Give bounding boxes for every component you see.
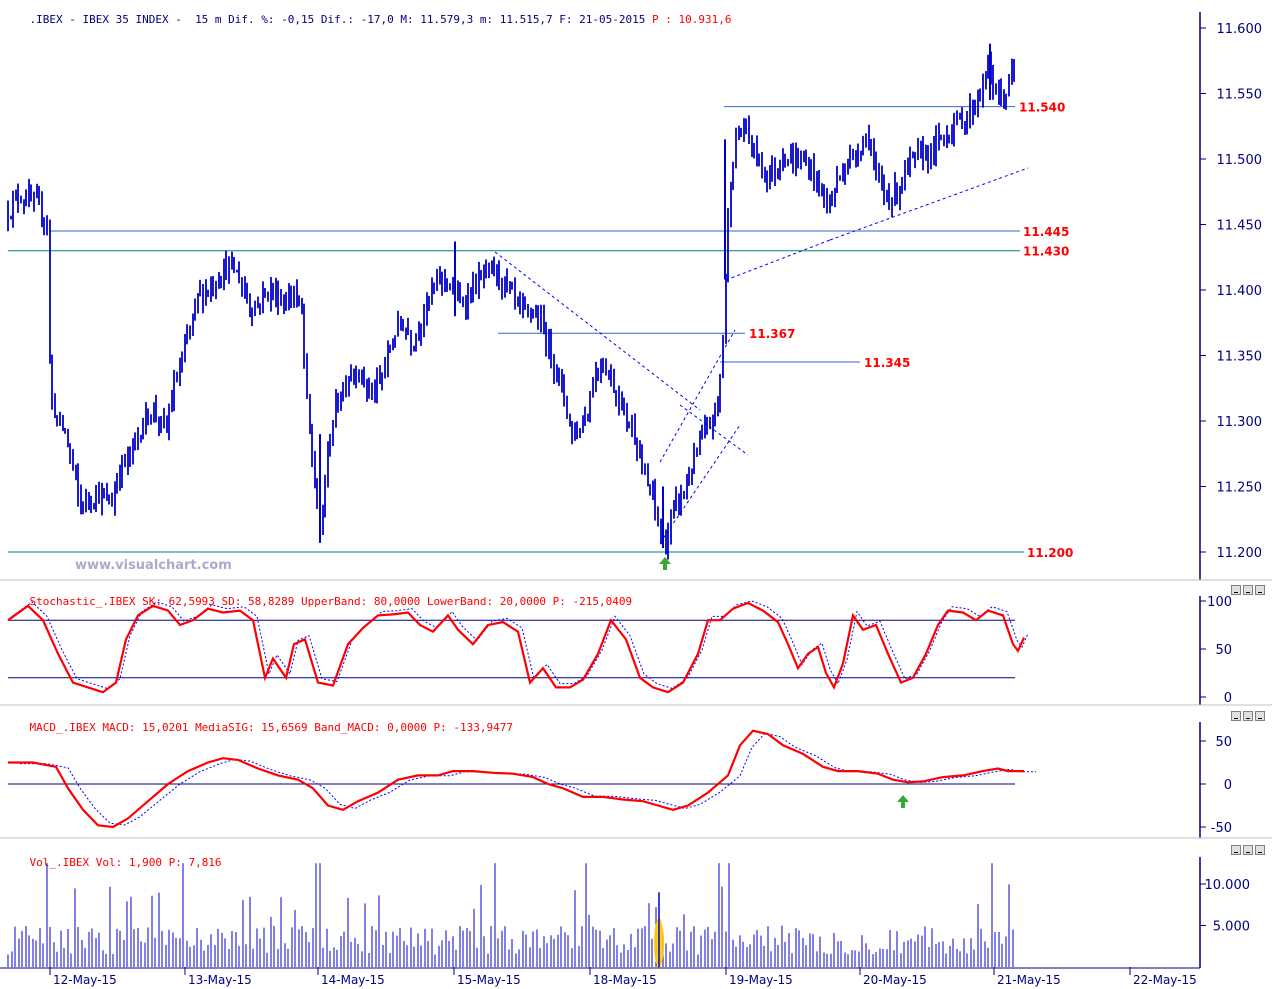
y-tick-label: 100 — [1207, 595, 1232, 610]
stochastic-pane: 100 50 0 — [7, 595, 1232, 706]
x-tick-label: 12-May-15 — [53, 973, 117, 987]
minimize-button[interactable] — [1231, 585, 1241, 595]
trend-line — [725, 239, 831, 281]
trend-line — [679, 404, 749, 456]
up-arrow-icon — [897, 795, 909, 808]
level-label: 11.367 — [749, 327, 795, 341]
y-tick-label: 11.550 — [1217, 88, 1263, 103]
pane-frames — [0, 12, 1272, 969]
level-label: 11.540 — [1019, 101, 1065, 115]
x-tick-label: 19-May-15 — [729, 973, 793, 987]
macd-pane: 50 0 -50 — [8, 729, 1232, 836]
vol-header-text: Vol_.IBEX Vol: 1,900 — [29, 856, 162, 869]
watermark: www.visualchart.com — [75, 558, 232, 573]
volume-pane: 10.000 5.000 12-May-15 13-May-15 14-May-15 15… — [7, 863, 1251, 987]
stoch-header: Stochastic_.IBEX SK: 62,5993 SD: 58,8289… — [3, 582, 633, 621]
restore-button[interactable] — [1243, 845, 1253, 855]
y-tick-label: 11.200 — [1217, 546, 1263, 561]
y-tick-label: 11.350 — [1217, 350, 1263, 365]
close-button[interactable] — [1255, 711, 1265, 721]
main-header: .IBEX - IBEX 35 INDEX - 15 m Dif. %: -0,… — [3, 0, 732, 39]
minimize-button[interactable] — [1231, 845, 1241, 855]
minimize-button[interactable] — [1231, 711, 1241, 721]
macd-line — [8, 729, 1024, 829]
close-button[interactable] — [1255, 845, 1265, 855]
level-label: 11.200 — [1027, 546, 1073, 560]
x-tick-label: 21-May-15 — [997, 973, 1061, 987]
macd-header-text: MACD_.IBEX MACD: 15,0201 MediaSIG: 15,65… — [29, 721, 427, 734]
y-tick-label: 5.000 — [1213, 920, 1250, 935]
stoch-header-p: P: -215,0409 — [546, 595, 633, 608]
level-label: 11.430 — [1023, 245, 1069, 259]
y-tick-label: 10.000 — [1205, 878, 1251, 893]
y-tick-label: 11.500 — [1217, 153, 1263, 168]
y-tick-label: 11.300 — [1217, 415, 1263, 430]
y-tick-label: 0 — [1224, 691, 1232, 706]
x-tick-label: 13-May-15 — [188, 973, 252, 987]
y-tick-label: 11.400 — [1217, 284, 1263, 299]
price-pane: 11.600 11.550 11.500 11.450 11.400 11.350 11.3… — [7, 22, 1263, 570]
restore-button[interactable] — [1243, 585, 1253, 595]
x-tick-label: 22-May-15 — [1133, 973, 1197, 987]
x-tick-label: 18-May-15 — [593, 973, 657, 987]
trend-line — [829, 167, 1029, 241]
macd-header-p: P: -133,9477 — [426, 721, 513, 734]
trend-line — [494, 251, 701, 411]
close-button[interactable] — [1255, 585, 1265, 595]
level-label: 11.445 — [1023, 225, 1069, 239]
signal-line — [20, 732, 1036, 826]
y-tick-label: -50 — [1211, 821, 1232, 836]
y-tick-label: 0 — [1224, 778, 1232, 793]
macd-pane-buttons — [1231, 711, 1269, 721]
up-arrow-icon — [659, 557, 671, 570]
level-label: 11.345 — [864, 356, 910, 370]
x-tick-label: 20-May-15 — [863, 973, 927, 987]
y-tick-label: 11.450 — [1217, 219, 1263, 234]
y-tick-label: 11.250 — [1217, 481, 1263, 496]
main-header-text: .IBEX - IBEX 35 INDEX - 15 m Dif. %: -0,… — [29, 13, 646, 26]
vol-header-p: P: 7,816 — [161, 856, 222, 869]
stoch-header-text: Stochastic_.IBEX SK: 62,5993 SD: 58,8289… — [29, 595, 547, 608]
restore-button[interactable] — [1243, 711, 1253, 721]
x-tick-label: 15-May-15 — [457, 973, 521, 987]
y-tick-label: 50 — [1215, 735, 1232, 750]
y-tick-label: 11.600 — [1217, 22, 1263, 37]
y-tick-label: 50 — [1215, 643, 1232, 658]
main-header-p: P : 10.931,6 — [645, 13, 732, 26]
vol-pane-buttons — [1231, 845, 1269, 855]
x-tick-label: 14-May-15 — [321, 973, 385, 987]
stoch-pane-buttons — [1231, 585, 1269, 595]
macd-header: MACD_.IBEX MACD: 15,0201 MediaSIG: 15,65… — [3, 708, 513, 747]
stochastic-line — [7, 601, 1026, 694]
vol-header: Vol_.IBEX Vol: 1,900 P: 7,816 — [3, 843, 222, 882]
